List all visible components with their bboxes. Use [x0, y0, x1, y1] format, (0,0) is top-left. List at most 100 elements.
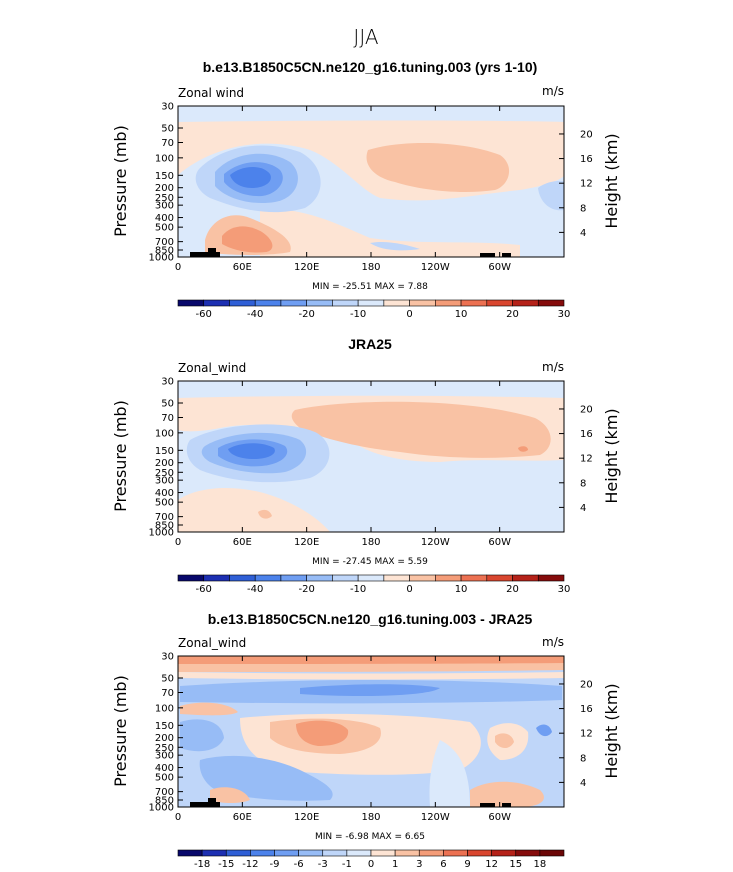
colorbar-box — [383, 299, 410, 307]
colorbar-label: -15 — [218, 859, 234, 870]
colorbar-box — [409, 299, 436, 307]
variable-label: Zonal_wind — [178, 636, 246, 650]
height-tick-label: 16 — [580, 704, 593, 715]
variable-label: Zonal wind — [178, 86, 244, 100]
panel-title: b.e13.B1850C5CN.ne120_g16.tuning.003 - J… — [208, 611, 533, 627]
x-tick-label: 180 — [361, 537, 380, 548]
panel-model: b.e13.B1850C5CN.ne120_g16.tuning.003 (yr… — [111, 59, 621, 320]
colorbar-label: 9 — [464, 859, 470, 870]
height-tick-label: 20 — [580, 404, 593, 415]
y-tick-label: 100 — [155, 428, 174, 439]
colorbar-label: -40 — [247, 309, 263, 320]
y-tick-label: 250 — [155, 193, 174, 204]
ticks: 0 60E 120E 180 120W 60W3050701001502002503004… — [149, 102, 593, 274]
colorbar-box — [177, 299, 205, 307]
colorbar-box — [332, 574, 359, 582]
contour-neg-jet-4 — [228, 443, 275, 459]
figure-supertitle: JJA — [353, 25, 378, 49]
y-tick-label: 300 — [155, 476, 174, 487]
y-tick-label: 400 — [155, 763, 174, 774]
colorbar-box — [435, 574, 462, 582]
topography — [190, 252, 220, 257]
y-tick-label: 150 — [155, 721, 174, 732]
height-tick-label: 8 — [580, 753, 586, 764]
x-tick-label: 60W — [488, 812, 511, 823]
x-tick-label: 180 — [361, 262, 380, 273]
colorbar-box — [383, 574, 410, 582]
height-tick-label: 16 — [580, 429, 593, 440]
colorbar-label: 0 — [368, 859, 374, 870]
panel-reanalysis: JRA25 Zonal_wind m/s 0 60E 120E 180 120W 60W 3… — [111, 336, 621, 595]
colorbar-box — [280, 574, 307, 582]
units-label: m/s — [542, 84, 564, 98]
height-tick-label: 4 — [580, 503, 586, 514]
colorbar-box — [539, 849, 565, 857]
height-tick-label: 12 — [580, 179, 593, 190]
topography — [502, 253, 511, 257]
colorbar-box — [409, 574, 436, 582]
colorbar-box — [537, 299, 565, 307]
colorbar-box — [306, 299, 333, 307]
y-tick-label: 50 — [161, 123, 174, 134]
height-tick-label: 12 — [580, 729, 593, 740]
colorbar-box — [203, 574, 230, 582]
colorbar-label: 30 — [558, 309, 571, 320]
colorbar-label: -10 — [350, 584, 366, 595]
colorbar-label: 18 — [534, 859, 547, 870]
colorbar-label: 0 — [406, 584, 412, 595]
contour-neutral-band — [178, 672, 564, 680]
contour-pos-upper — [366, 143, 510, 193]
colorbar-box — [486, 574, 513, 582]
colorbar-box — [274, 849, 299, 857]
y-tick-label: 500 — [155, 223, 174, 234]
x-tick-label: 60E — [233, 537, 252, 548]
colorbar-box — [254, 574, 282, 582]
colorbar-label: -60 — [196, 584, 212, 595]
y-axis-label-left: Pressure (mb) — [111, 125, 130, 237]
x-tick-label: 0 — [175, 537, 181, 548]
y-tick-label: 850 — [155, 521, 174, 532]
y-axis-label-left: Pressure (mb) — [111, 675, 130, 787]
y-tick-label: 50 — [161, 398, 174, 409]
colorbar-box — [332, 299, 359, 307]
colorbar-label: -3 — [318, 859, 328, 870]
y-tick-label: 150 — [155, 171, 174, 182]
x-tick-label: 60E — [233, 262, 252, 273]
stats-label: MIN = -27.45 MAX = 5.59 — [312, 557, 428, 567]
y-axis-label-left: Pressure (mb) — [111, 400, 130, 512]
units-label: m/s — [542, 635, 564, 649]
colorbar: -60 -40 -20 -10 0 10 20 30 — [177, 574, 570, 595]
colorbar-label: 0 — [406, 309, 412, 320]
y-tick-label: 200 — [155, 733, 174, 744]
height-tick-label: 16 — [580, 154, 593, 165]
colorbar-label: 6 — [440, 859, 446, 870]
colorbar-label: 15 — [509, 859, 522, 870]
contour-neg-top — [178, 106, 564, 122]
colorbar-label: 3 — [416, 859, 422, 870]
contour-neg-upper-2 — [300, 684, 440, 696]
y-tick-label: 200 — [155, 458, 174, 469]
contour-pos-low-2 — [258, 509, 272, 519]
contour-neutral-strip — [429, 740, 470, 807]
colorbar-box — [322, 849, 348, 857]
y-tick-label: 150 — [155, 446, 174, 457]
colorbar-label: 10 — [455, 584, 468, 595]
contour-pos-low-2 — [222, 226, 273, 253]
contour-pos-upper-2 — [291, 401, 551, 458]
colorbar-box — [515, 849, 541, 857]
panel-difference: b.e13.B1850C5CN.ne120_g16.tuning.003 - J… — [111, 611, 621, 870]
colorbar-box — [370, 849, 396, 857]
x-tick-label: 120E — [294, 812, 319, 823]
y-tick-label: 70 — [161, 688, 174, 699]
y-tick-label: 30 — [161, 102, 174, 113]
y-tick-label: 400 — [155, 488, 174, 499]
y-tick-label: 250 — [155, 743, 174, 754]
colorbar-box — [280, 299, 307, 307]
y-axis-label-right: Height (km) — [602, 683, 621, 778]
x-tick-label: 120W — [421, 537, 450, 548]
topography — [480, 253, 495, 257]
panel-title: b.e13.B1850C5CN.ne120_g16.tuning.003 (yr… — [203, 59, 538, 75]
contour-neg-east — [538, 180, 564, 211]
colorbar-box — [254, 299, 282, 307]
x-tick-label: 60W — [488, 262, 511, 273]
